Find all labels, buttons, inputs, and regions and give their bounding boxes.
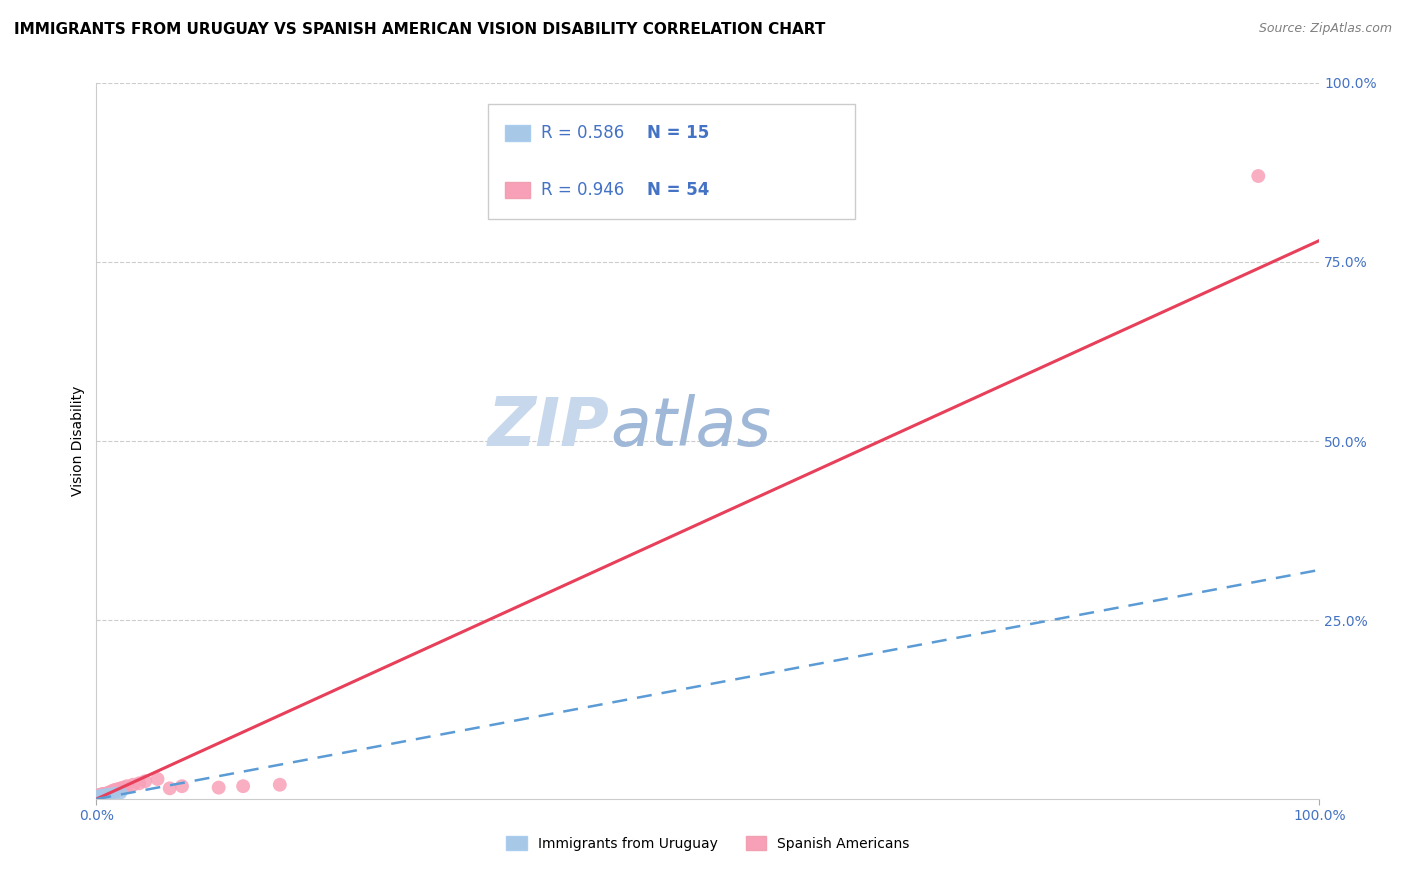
- Point: [87, 789, 110, 804]
- Point: [103, 783, 125, 797]
- Point: [90, 788, 112, 802]
- Text: Source: ZipAtlas.com: Source: ZipAtlas.com: [1258, 22, 1392, 36]
- Point: [93, 787, 115, 801]
- Point: [91, 789, 114, 804]
- Point: [90, 789, 112, 803]
- Point: [89, 789, 111, 804]
- Point: [87, 789, 110, 803]
- Point: [86, 790, 108, 805]
- Point: [112, 780, 135, 795]
- Point: [87, 789, 110, 804]
- Point: [94, 788, 117, 802]
- Point: [93, 789, 115, 803]
- Point: [91, 789, 114, 804]
- Point: [90, 789, 112, 804]
- Point: [96, 787, 118, 801]
- Point: [90, 789, 112, 804]
- Point: [96, 786, 118, 800]
- Point: [94, 789, 117, 803]
- Point: [86, 789, 108, 804]
- Point: [110, 781, 132, 796]
- Y-axis label: Vision Disability: Vision Disability: [72, 386, 86, 496]
- Point: [94, 788, 117, 802]
- Point: [107, 782, 129, 797]
- Point: [87, 790, 110, 805]
- Point: [101, 784, 124, 798]
- Point: [93, 788, 115, 802]
- Point: [91, 787, 114, 801]
- Point: [89, 789, 111, 804]
- Point: [94, 787, 117, 801]
- Point: [97, 787, 120, 801]
- Point: [94, 789, 117, 803]
- Point: [89, 789, 111, 804]
- Point: [91, 789, 114, 804]
- Point: [91, 789, 114, 803]
- Point: [91, 788, 114, 802]
- Point: [269, 778, 291, 792]
- Point: [94, 788, 117, 802]
- Point: [93, 789, 115, 804]
- Point: [87, 789, 110, 804]
- Point: [232, 779, 254, 793]
- Text: R = 0.946: R = 0.946: [541, 181, 624, 199]
- Point: [89, 790, 111, 805]
- Point: [170, 779, 193, 793]
- Point: [110, 786, 132, 800]
- Text: N = 15: N = 15: [647, 124, 709, 142]
- Text: IMMIGRANTS FROM URUGUAY VS SPANISH AMERICAN VISION DISABILITY CORRELATION CHART: IMMIGRANTS FROM URUGUAY VS SPANISH AMERI…: [14, 22, 825, 37]
- Point: [98, 786, 121, 800]
- Point: [94, 787, 117, 801]
- Legend: Immigrants from Uruguay, Spanish Americans: Immigrants from Uruguay, Spanish America…: [501, 830, 915, 856]
- Point: [89, 790, 111, 805]
- Text: ZIP: ZIP: [488, 393, 610, 459]
- Point: [104, 783, 127, 797]
- Point: [90, 789, 112, 803]
- Point: [208, 780, 231, 795]
- Point: [97, 788, 120, 802]
- Point: [104, 786, 127, 800]
- Point: [90, 789, 112, 804]
- Point: [97, 786, 120, 800]
- Point: [89, 788, 111, 802]
- Point: [100, 785, 122, 799]
- Point: [134, 774, 156, 789]
- Text: R = 0.586: R = 0.586: [541, 124, 624, 142]
- Point: [122, 778, 145, 792]
- Point: [146, 772, 169, 786]
- Point: [1247, 169, 1270, 183]
- Point: [89, 789, 111, 803]
- Text: atlas: atlas: [610, 393, 770, 459]
- Point: [100, 787, 122, 801]
- Point: [115, 779, 138, 793]
- Point: [86, 789, 108, 804]
- Point: [87, 789, 110, 804]
- Point: [104, 782, 127, 797]
- Text: N = 54: N = 54: [647, 181, 709, 199]
- Point: [86, 790, 108, 805]
- Point: [93, 789, 115, 803]
- Point: [159, 781, 181, 796]
- Point: [128, 776, 150, 790]
